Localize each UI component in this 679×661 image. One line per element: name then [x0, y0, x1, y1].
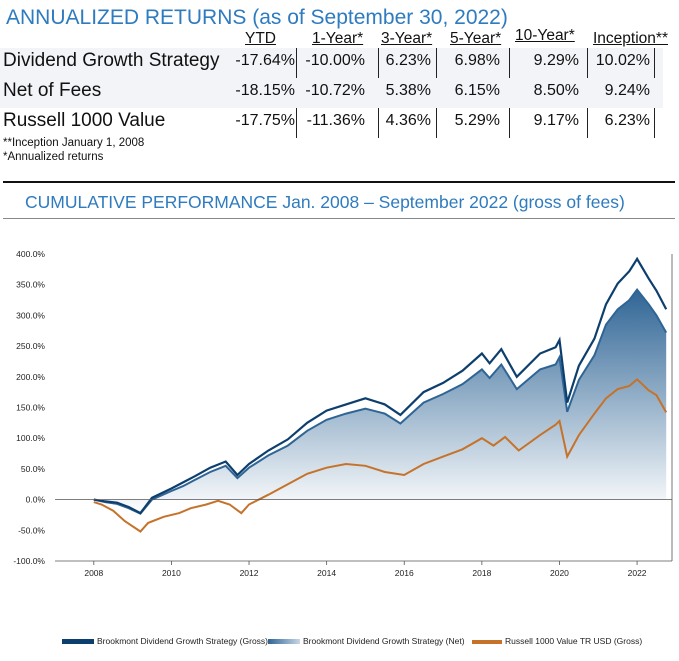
- row-label: Net of Fees: [3, 80, 102, 101]
- y-tick-label: 100.0%: [16, 433, 45, 443]
- col-header-10yr: 10-Year*: [515, 27, 575, 45]
- x-tick-label: 2016: [395, 568, 414, 578]
- legend-net-swatch: [268, 639, 300, 645]
- y-tick-label: 150.0%: [16, 403, 45, 413]
- cell-ytd: -17.64%: [235, 52, 295, 69]
- col-header-3yr-label: 3-Year*: [381, 30, 433, 47]
- legend-gross-label: Brookmont Dividend Growth Strategy (Gros…: [97, 636, 269, 646]
- legend-net: Brookmont Dividend Growth Strategy (Net): [268, 636, 465, 646]
- cell-10yr: 8.50%: [533, 82, 579, 99]
- cell-inception: 10.02%: [595, 52, 650, 69]
- cell-3yr: 4.36%: [385, 112, 431, 129]
- russell-series-line: [93, 377, 668, 533]
- row-label: Dividend Growth Strategy: [3, 50, 220, 71]
- cell-10yr: 9.17%: [533, 112, 579, 129]
- cell-10yr: 9.29%: [533, 52, 579, 69]
- col-header-5yr: 5-Year*: [450, 30, 501, 48]
- cell-1yr: -11.36%: [306, 112, 365, 129]
- col-header-inception-label: Inception**: [593, 30, 668, 47]
- x-tick-label: 2010: [162, 568, 181, 578]
- net-series-line: [93, 287, 668, 515]
- x-tick-label: 2022: [628, 568, 647, 578]
- legend-gross-swatch: [62, 639, 94, 645]
- cell-inception: 9.24%: [604, 82, 650, 99]
- col-header-1yr: 1-Year*: [312, 30, 363, 48]
- returns-title: ANNUALIZED RETURNS (as of September 30, …: [6, 6, 508, 29]
- y-tick-label: 200.0%: [16, 372, 45, 382]
- returns-row-net: Net of Fees -18.15% -10.72% 5.38% 6.15% …: [0, 78, 663, 108]
- y-tick-label: 300.0%: [16, 310, 45, 320]
- col-header-inception: Inception**: [593, 30, 668, 48]
- row-label: Russell 1000 Value: [3, 110, 166, 131]
- y-tick-label: 250.0%: [16, 341, 45, 351]
- cumulative-performance-chart: -100.0% -50.0% 0.0% 50.0% 100.0% 150.0% 200.0%…: [13, 249, 673, 578]
- legend-net-label: Brookmont Dividend Growth Strategy (Net): [303, 636, 465, 646]
- gross-series-line: [93, 256, 668, 515]
- cell-5yr: 5.29%: [454, 112, 500, 129]
- y-tick-label: 400.0%: [16, 249, 45, 259]
- inception-note: **Inception January 1, 2008: [3, 137, 145, 149]
- cell-ytd: -18.15%: [235, 82, 295, 99]
- y-tick-label: 0.0%: [26, 495, 46, 505]
- y-tick-label: 50.0%: [21, 464, 46, 474]
- returns-row-russell: Russell 1000 Value -17.75% -11.36% 4.36%…: [0, 108, 663, 138]
- x-tick-label: 2020: [550, 568, 569, 578]
- cell-ytd: -17.75%: [235, 112, 295, 129]
- annualized-note: *Annualized returns: [3, 151, 104, 163]
- net-area: [93, 289, 667, 514]
- cell-inception: 6.23%: [604, 112, 650, 129]
- x-tick-label: 2018: [472, 568, 491, 578]
- col-header-10yr-label: 10-Year*: [515, 27, 575, 44]
- legend-gross: Brookmont Dividend Growth Strategy (Gros…: [62, 636, 268, 646]
- y-tick-label: 350.0%: [16, 280, 45, 290]
- cumulative-title: CUMULATIVE PERFORMANCE Jan. 2008 – Septe…: [25, 192, 625, 212]
- y-tick-label: -50.0%: [18, 525, 45, 535]
- cell-1yr: -10.00%: [305, 52, 365, 69]
- x-tick-label: 2008: [84, 568, 103, 578]
- cell-5yr: 6.15%: [454, 82, 500, 99]
- col-header-3yr: 3-Year*: [381, 30, 432, 48]
- cell-3yr: 5.38%: [385, 82, 431, 99]
- cell-1yr: -10.72%: [305, 82, 365, 99]
- col-header-1yr-label: 1-Year*: [312, 30, 364, 47]
- returns-row-strategy: Dividend Growth Strategy -17.64% -10.00%…: [0, 48, 663, 78]
- y-tick-label: -100.0%: [13, 556, 45, 566]
- cell-3yr: 6.23%: [385, 52, 431, 69]
- title-underline: [3, 218, 675, 219]
- legend-russell-swatch: [472, 639, 502, 644]
- legend-russell: Russell 1000 Value TR USD (Gross): [472, 636, 642, 646]
- x-tick-label: 2014: [317, 568, 336, 578]
- section-divider: [3, 181, 675, 183]
- legend-russell-label: Russell 1000 Value TR USD (Gross): [505, 636, 643, 646]
- col-header-ytd: YTD: [245, 30, 276, 47]
- x-tick-label: 2012: [240, 568, 259, 578]
- col-header-5yr-label: 5-Year*: [450, 30, 502, 47]
- cell-5yr: 6.98%: [454, 52, 500, 69]
